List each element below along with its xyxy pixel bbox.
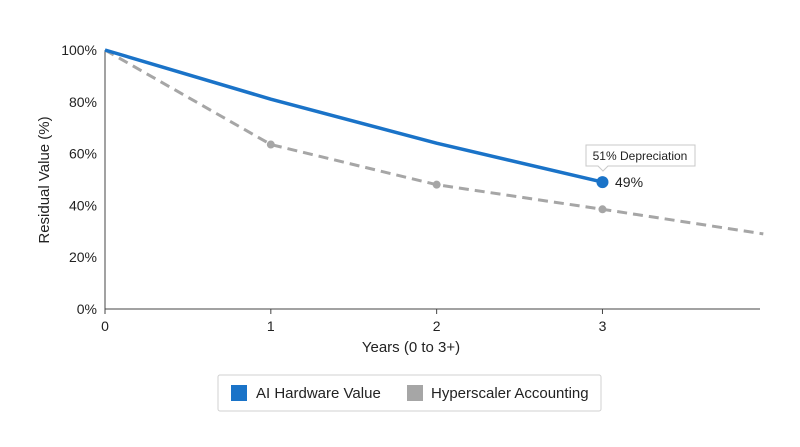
callout-box — [585, 144, 696, 172]
ai-hardware-end-point — [596, 176, 609, 189]
hyperscaler-point — [432, 180, 441, 189]
legend: AI Hardware Value Hyperscaler Accounting — [217, 374, 602, 412]
x-tick-label: 2 — [433, 318, 441, 334]
y-axis-ticks: 0% 20% 40% 60% 80% 100% — [61, 42, 97, 317]
x-tick-label: 3 — [599, 318, 607, 334]
x-axis-ticks: 0 1 2 3 — [101, 309, 607, 334]
series-layer — [104, 48, 764, 236]
y-axis-title: Residual Value (%) — [36, 116, 53, 243]
ai-hardware-value-line — [104, 48, 603, 184]
hyperscaler-point — [598, 205, 607, 214]
y-tick-label: 20% — [69, 249, 97, 265]
x-tick-label: 0 — [101, 318, 109, 334]
hyperscaler-point — [266, 140, 275, 149]
legend-label-hyperscaler: Hyperscaler Accounting — [431, 385, 589, 402]
y-tick-label: 40% — [69, 197, 97, 213]
x-axis-title: Years (0 to 3+) — [362, 339, 460, 356]
y-tick-label: 80% — [69, 94, 97, 110]
legend-label-ai-hardware: AI Hardware Value — [256, 385, 381, 402]
depreciation-callout: 51% Depreciation — [585, 144, 696, 172]
legend-swatch-ai-hardware — [231, 385, 247, 401]
legend-swatch-hyperscaler — [407, 385, 423, 401]
callout-text: 51% Depreciation — [593, 149, 688, 163]
y-tick-label: 60% — [69, 146, 97, 162]
end-value-label: 49% — [615, 174, 643, 190]
y-tick-label: 100% — [61, 42, 97, 58]
x-tick-label: 1 — [267, 318, 275, 334]
y-tick-label: 0% — [77, 301, 97, 317]
